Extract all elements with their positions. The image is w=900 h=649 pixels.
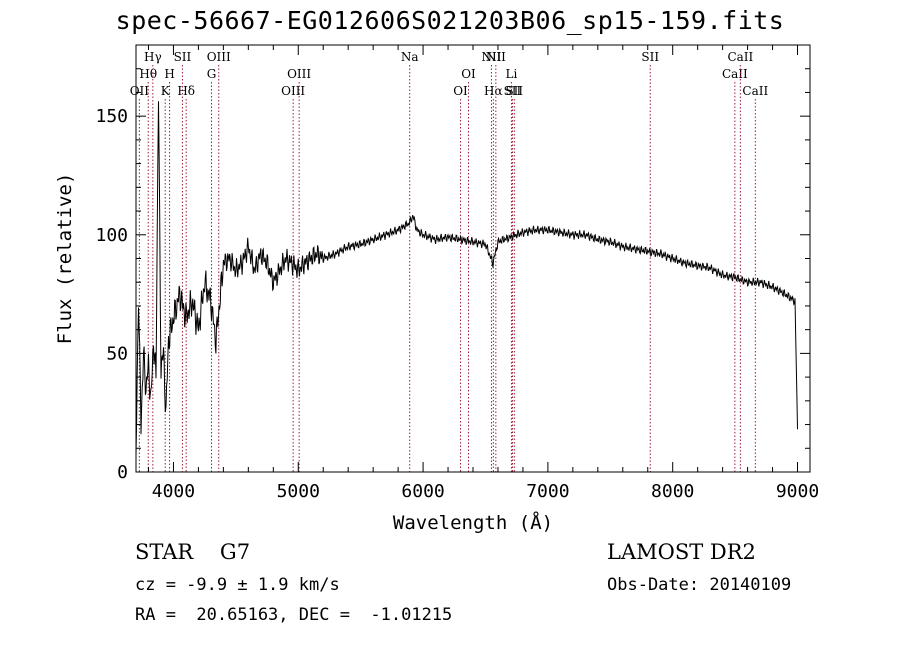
line-markers: OIIHθHγKHSIIHδGOIIIOIIIOIIINaOIOINIIHαNI… xyxy=(130,50,768,472)
line-marker-label: Hδ xyxy=(177,84,195,98)
y-tick-label: 150 xyxy=(95,106,128,127)
line-marker-label: CaII xyxy=(742,84,768,98)
x-tick-label: 7000 xyxy=(526,481,569,502)
plot-frame xyxy=(135,44,811,473)
line-marker-label: SII xyxy=(505,84,523,98)
line-marker-label: OII xyxy=(130,84,150,98)
line-marker-label: OIII xyxy=(287,67,311,81)
line-marker-label: SII xyxy=(174,50,192,64)
observation-date: Obs-Date: 20140109 xyxy=(607,575,792,595)
x-tick-label: 6000 xyxy=(401,481,444,502)
line-marker-label: G xyxy=(207,67,217,81)
x-tick-label: 9000 xyxy=(776,481,819,502)
line-marker-label: NII xyxy=(481,50,501,64)
survey-name: LAMOST DR2 xyxy=(607,540,756,564)
line-marker-label: OIII xyxy=(281,84,305,98)
y-axis-label: Flux (relative) xyxy=(54,173,76,345)
y-tick-label: 50 xyxy=(106,343,128,364)
line-marker-label: H xyxy=(164,67,174,81)
x-tick-label: 8000 xyxy=(651,481,694,502)
line-marker-label: OI xyxy=(453,84,468,98)
x-axis-label: Wavelength (Å) xyxy=(393,511,553,534)
coordinates: RA = 20.65163, DEC = -1.01215 xyxy=(135,605,453,625)
line-marker-label: NII xyxy=(486,50,506,64)
line-marker-label: Hγ xyxy=(144,50,162,64)
line-marker-label: Na xyxy=(401,50,419,64)
line-marker-label: SII xyxy=(641,50,659,64)
line-marker-label: CaII xyxy=(727,50,753,64)
y-tick-label: 0 xyxy=(117,462,128,483)
object-class: STAR G7 xyxy=(135,540,251,564)
line-marker-label: SII xyxy=(504,84,522,98)
line-marker-label: Hθ xyxy=(139,67,157,81)
line-marker-label: OIII xyxy=(207,50,231,64)
line-marker-label: Hα xyxy=(484,84,503,98)
x-tick-label: 4000 xyxy=(152,481,195,502)
y-tick-label: 100 xyxy=(95,225,128,246)
line-marker-label: OI xyxy=(461,67,476,81)
axis-ticks: 4000 5000 6000 7000 8000 9000 0 50 100 150 xyxy=(95,45,819,502)
line-marker-label: K xyxy=(161,84,171,98)
x-tick-label: 5000 xyxy=(277,481,320,502)
line-marker-label: CaII xyxy=(722,67,748,81)
chart-title: spec-56667-EG012606S021203B06_sp15-159.f… xyxy=(115,6,785,35)
spectrum-line xyxy=(135,101,798,455)
redshift-value: cz = -9.9 ± 1.9 km/s xyxy=(135,575,340,595)
line-marker-label: Li xyxy=(506,67,518,81)
